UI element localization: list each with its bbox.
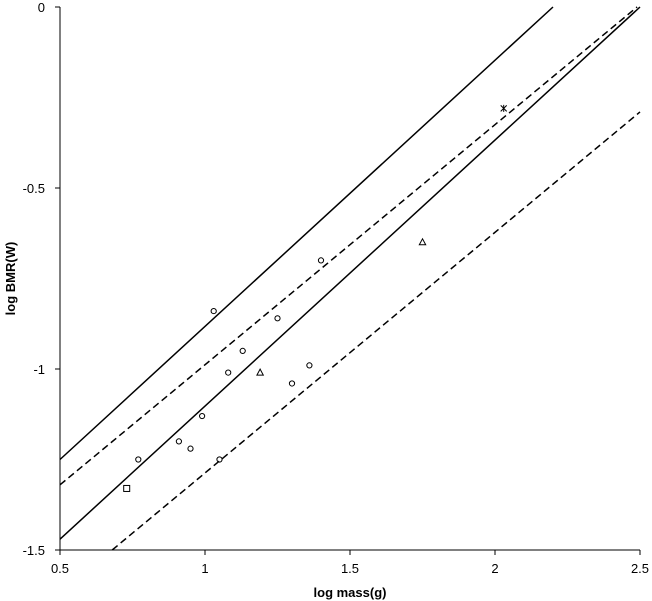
square-point (123, 484, 131, 492)
star-point (500, 104, 508, 112)
circle-point (288, 380, 296, 387)
y-tick-label: -1.5 (23, 543, 45, 558)
y-tick-label: -1 (33, 362, 45, 377)
circle-point (216, 456, 223, 463)
data-markers (123, 104, 508, 492)
y-tick-label: 0 (38, 0, 45, 15)
fit-lines (59, 6, 641, 551)
x-tick-label: 1 (201, 561, 208, 576)
solid-line (59, 6, 554, 461)
circle-point (317, 257, 325, 264)
circle-point (210, 307, 217, 315)
circle-point (175, 438, 182, 445)
x-axis-title: log mass(g) (314, 585, 387, 600)
dashed-line (111, 111, 641, 551)
circle-point (225, 369, 232, 376)
dashed-line (59, 6, 638, 486)
circle-point (199, 412, 206, 420)
y-tick-label: -0.5 (23, 181, 45, 196)
triangle-point (418, 237, 427, 246)
solid-line (59, 6, 641, 540)
x-ticks: 0.5 1 1.5 2 2.5 (51, 550, 649, 576)
x-tick-label: 2.5 (631, 561, 649, 576)
x-tick-label: 1.5 (341, 561, 359, 576)
circle-point (135, 456, 142, 463)
triangle-point (256, 368, 265, 376)
circle-point (239, 347, 246, 354)
circle-point (187, 445, 194, 452)
circle-point (306, 362, 313, 369)
x-tick-label: 0.5 (51, 561, 69, 576)
y-axis-title: log BMR(W) (3, 242, 18, 316)
y-ticks: -1.5 -1 -0.5 0 (23, 0, 60, 558)
x-tick-label: 2 (491, 561, 498, 576)
circle-point (274, 315, 281, 322)
